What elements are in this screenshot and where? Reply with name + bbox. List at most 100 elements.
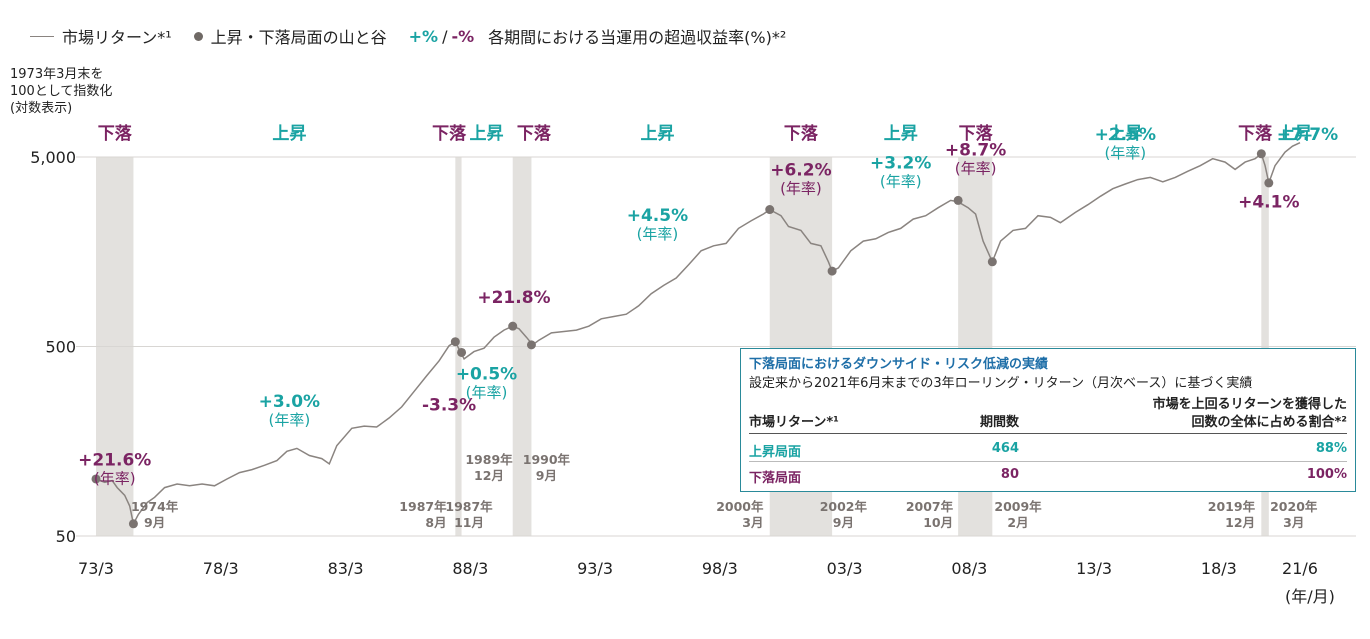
peak-trough-marker-2 [450, 337, 460, 347]
date-label-10-1: 3月 [1283, 515, 1304, 530]
market-return-line [95, 142, 1301, 526]
phase-label-5: 上昇 [640, 124, 674, 144]
peak-trough-markers [91, 149, 1274, 529]
return-value-9: +2.5% [1095, 125, 1156, 145]
x-tick-label-3: 88/3 [452, 559, 488, 578]
y-axis-tick-labels: 50 500 5,000 [30, 148, 76, 546]
return-value-11: +7.7% [1277, 125, 1338, 145]
peak-trough-marker-3 [457, 347, 467, 357]
col-header-ratio-line2: 回数の全体に占める割合*² [1191, 415, 1348, 430]
col-header-market: 市場リターン*¹ [749, 415, 839, 430]
excess-return-labels: +21.6%(年率)+3.0%(年率)-3.3%+0.5%(年率)+21.8%+… [78, 125, 1338, 487]
peak-trough-marker-6 [765, 205, 775, 215]
peak-trough-marker-10 [1256, 149, 1266, 159]
date-label-0-0: 1974年 [131, 499, 179, 514]
row-rule [749, 461, 1347, 462]
peak-trough-marker-11 [1264, 178, 1274, 188]
date-label-7-0: 2007年 [906, 499, 954, 514]
date-labels: 1974年9月1987年8月1987年11月1989年12月1990年9月200… [131, 452, 1318, 530]
row-down-count: 80 [1000, 467, 1019, 482]
date-label-2-1: 11月 [454, 515, 484, 530]
date-label-3-1: 12月 [474, 468, 504, 483]
phase-label-1: 上昇 [272, 124, 306, 144]
return-annualized-8: (年率) [955, 159, 997, 177]
legend-market-return: 市場リターン*¹ [62, 28, 172, 47]
header-rule [749, 433, 1347, 434]
date-label-3-0: 1989年 [465, 452, 513, 467]
return-value-3: +0.5% [456, 364, 517, 384]
return-annualized-3: (年率) [466, 383, 508, 401]
col-header-count: 期間数 [979, 415, 1019, 430]
date-label-2-0: 1987年 [445, 499, 493, 514]
row-up-count: 464 [991, 441, 1019, 456]
return-annualized-5: (年率) [637, 225, 679, 243]
date-label-5-0: 2000年 [716, 499, 764, 514]
gridlines [76, 156, 1356, 537]
phase-label-10: 下落 [1238, 124, 1273, 144]
info-box: 下落局面におけるダウンサイド・リスク低減の実績 設定来から2021年6月末までの… [740, 348, 1356, 492]
date-label-6-0: 2002年 [820, 499, 868, 514]
return-value-7: +3.2% [870, 153, 931, 173]
date-label-4-0: 1990年 [523, 452, 571, 467]
return-value-6: +6.2% [770, 160, 831, 180]
point-legend-swatch [193, 31, 203, 41]
line-legend-swatch [30, 35, 54, 37]
phase-label-7: 上昇 [884, 124, 918, 144]
return-value-5: +4.5% [627, 206, 688, 226]
x-tick-label-9: 18/3 [1201, 559, 1237, 578]
date-label-9-0: 2019年 [1208, 499, 1256, 514]
legend-peaks-troughs: 上昇・下落局面の山と谷 [210, 28, 387, 47]
return-value-4: +21.8% [477, 288, 550, 308]
x-tick-label-6: 03/3 [827, 559, 863, 578]
peak-trough-marker-5 [526, 340, 536, 350]
row-down-ratio: 100% [1306, 467, 1347, 482]
return-value-8: +8.7% [945, 140, 1006, 160]
x-tick-label-5: 98/3 [702, 559, 738, 578]
return-annualized-9: (年率) [1104, 144, 1146, 162]
x-tick-label-4: 93/3 [577, 559, 613, 578]
phase-label-9: 上昇 [1108, 124, 1142, 144]
y-tick-label-2: 5,000 [30, 148, 76, 167]
peak-trough-marker-7 [827, 266, 837, 276]
y-axis-title: 1973年3月末を 100として指数化 (対数表示) [10, 67, 113, 116]
x-tick-label-1: 78/3 [203, 559, 239, 578]
date-label-7-1: 10月 [923, 515, 953, 530]
legend-plus: +% [408, 26, 439, 46]
info-box-title: 下落局面におけるダウンサイド・リスク低減の実績 [749, 357, 1049, 372]
phase-label-4: 下落 [517, 124, 552, 144]
peak-trough-marker-0 [91, 474, 101, 484]
return-value-0: +21.6% [78, 450, 151, 470]
return-value-1: +3.0% [259, 392, 320, 412]
x-tick-label-2: 83/3 [328, 559, 364, 578]
return-value-10: +4.1% [1238, 193, 1299, 213]
x-tick-label-7: 08/3 [951, 559, 987, 578]
peak-trough-marker-9 [987, 257, 997, 267]
peak-trough-marker-8 [953, 195, 963, 205]
phase-label-11: 上昇 [1278, 124, 1312, 144]
x-axis-unit: (年/月) [1285, 587, 1335, 606]
x-tick-label-8: 13/3 [1076, 559, 1112, 578]
date-label-4-1: 9月 [536, 468, 557, 483]
legend-excess-return: 各期間における当運用の超過収益率(%)*² [488, 28, 787, 47]
row-down-phase: 下落局面 [749, 471, 802, 486]
date-label-1-0: 1987年 [399, 499, 447, 514]
date-label-1-1: 8月 [425, 515, 446, 530]
x-axis-tick-labels: 73/3 78/3 83/3 88/3 93/3 98/3 03/3 08/3 13/3 18/3… [78, 559, 1318, 578]
date-label-10-0: 2020年 [1270, 499, 1318, 514]
peak-trough-marker-1 [128, 519, 138, 529]
x-tick-label-10: 21/6 [1282, 559, 1318, 578]
return-annualized-1: (年率) [269, 411, 311, 429]
date-label-0-1: 9月 [144, 515, 165, 530]
phase-label-0: 下落 [98, 124, 133, 144]
y-tick-label-0: 50 [56, 527, 76, 546]
legend-minus: -% [451, 26, 475, 46]
date-label-8-0: 2009年 [994, 499, 1042, 514]
return-value-2: -3.3% [422, 395, 476, 415]
x-tick-label-0: 73/3 [78, 559, 114, 578]
peak-trough-marker-4 [508, 321, 518, 331]
date-label-9-1: 12月 [1225, 515, 1255, 530]
return-annualized-0: (年率) [94, 469, 136, 487]
info-box-subtitle: 設定来から2021年6月末までの3年ローリング・リターン（月次ベース）に基づく実… [749, 376, 1253, 391]
date-label-8-1: 2月 [1007, 515, 1028, 530]
